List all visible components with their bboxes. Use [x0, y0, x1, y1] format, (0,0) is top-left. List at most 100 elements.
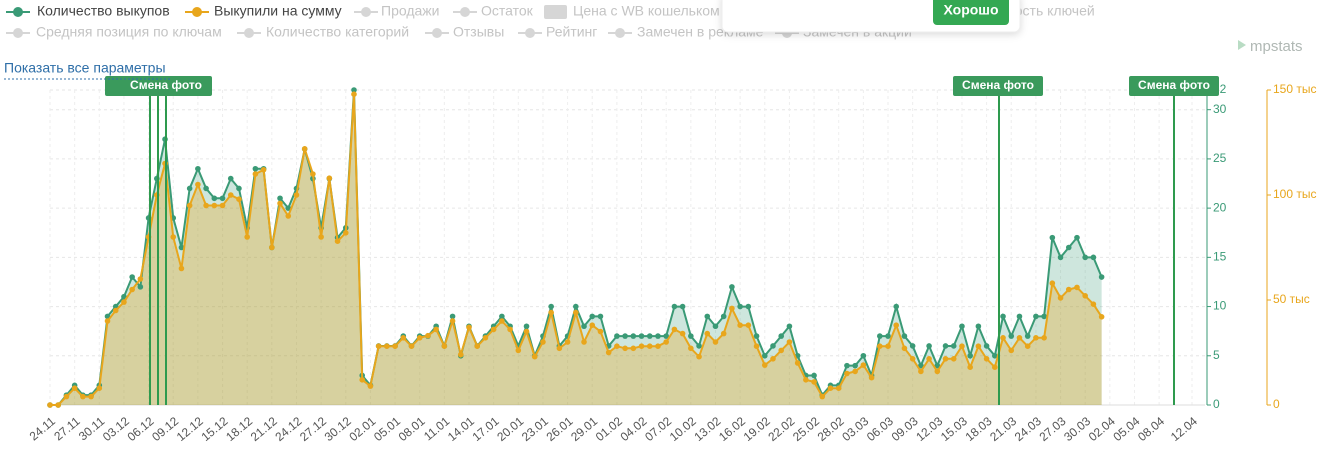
x-tick-label: 24.12: [272, 414, 304, 444]
legend-icon: [192, 7, 202, 17]
point: [975, 323, 982, 330]
point: [211, 202, 218, 209]
point: [794, 360, 801, 366]
legend-label[interactable]: Количество категорий: [266, 24, 409, 40]
point: [474, 343, 481, 350]
point: [827, 385, 834, 392]
point: [310, 171, 316, 177]
point: [96, 385, 103, 392]
point: [457, 351, 464, 358]
point: [942, 356, 949, 362]
point: [1049, 234, 1056, 241]
legend-label[interactable]: Отзывы: [453, 24, 504, 40]
point: [959, 323, 965, 330]
point: [400, 335, 407, 341]
point: [121, 299, 127, 305]
x-tick-label: 03.03: [839, 414, 871, 444]
point: [1024, 343, 1031, 350]
x-tick-label: 21.03: [987, 414, 1019, 444]
point: [490, 326, 497, 333]
point: [909, 356, 916, 362]
point: [926, 343, 932, 349]
point: [515, 347, 522, 354]
show-all-link[interactable]: Показать все параметры: [4, 60, 166, 76]
x-tick-label: 25.02: [790, 414, 822, 444]
x-tick-label: 02.04: [1086, 414, 1118, 444]
x-tick-label: 15.12: [198, 414, 230, 444]
point: [55, 402, 62, 408]
point: [375, 343, 382, 350]
point: [318, 234, 324, 240]
legend-label[interactable]: Продажи: [381, 3, 439, 19]
point: [819, 393, 826, 400]
point: [573, 303, 579, 310]
point: [351, 91, 357, 97]
ok-button-label[interactable]: Хорошо: [943, 2, 998, 18]
point: [605, 349, 612, 356]
x-tick-label: 08.04: [1135, 414, 1167, 444]
point: [696, 343, 702, 349]
x-tick-label: 12.03: [913, 414, 945, 444]
legend-icon: [460, 7, 470, 17]
point: [1000, 335, 1006, 341]
point: [630, 345, 637, 352]
point: [934, 362, 941, 369]
point: [219, 195, 226, 202]
point: [688, 345, 694, 352]
x-tick-label: 07.02: [642, 414, 674, 444]
point: [1016, 335, 1023, 341]
point: [540, 339, 546, 345]
point: [499, 318, 505, 324]
point: [1049, 280, 1056, 287]
y-tick-label: 0: [1213, 397, 1220, 411]
point: [548, 309, 554, 316]
point: [384, 343, 390, 350]
point: [449, 313, 456, 320]
point: [959, 343, 965, 350]
point: [614, 333, 620, 339]
point: [942, 343, 949, 349]
logo-icon: [1238, 40, 1246, 50]
legend-label[interactable]: Цена с WB кошельком: [573, 3, 720, 19]
y-tick-label: 15: [1213, 250, 1227, 264]
x-tick-label: 01.02: [593, 414, 625, 444]
point: [983, 356, 990, 362]
point: [950, 356, 957, 362]
point: [745, 322, 752, 329]
logo: mpstats: [1250, 38, 1303, 55]
point: [195, 165, 201, 172]
point: [63, 393, 70, 400]
point: [1000, 313, 1006, 320]
point: [753, 343, 760, 350]
x-tick-label: 20.01: [494, 414, 526, 444]
x-tick-label: 12.12: [174, 414, 206, 444]
x-tick-label: 15.03: [938, 414, 970, 444]
point: [950, 343, 957, 349]
point: [983, 343, 990, 349]
point: [236, 185, 242, 192]
point: [1008, 347, 1015, 354]
point: [523, 323, 530, 330]
point: [655, 343, 661, 350]
point: [630, 333, 637, 339]
point: [893, 303, 900, 310]
legend-label[interactable]: Рейтинг: [546, 24, 597, 40]
x-tick-label: 24.03: [1012, 414, 1044, 444]
legend-label[interactable]: Остаток: [481, 3, 534, 19]
point: [622, 333, 628, 339]
x-tick-label: 18.03: [963, 414, 995, 444]
legend-label[interactable]: Средняя позиция по ключам: [36, 24, 222, 40]
point: [770, 356, 776, 362]
point: [269, 244, 275, 251]
point: [573, 309, 579, 316]
point: [786, 323, 793, 330]
x-tick-label: 30.12: [322, 414, 354, 444]
point: [219, 202, 226, 209]
point: [433, 326, 439, 333]
ok-button[interactable]: [933, 0, 1009, 25]
point: [367, 383, 374, 389]
point: [868, 374, 875, 381]
point: [704, 330, 711, 337]
legend-icon: [13, 7, 23, 17]
y-tick-label: 20: [1213, 200, 1227, 214]
